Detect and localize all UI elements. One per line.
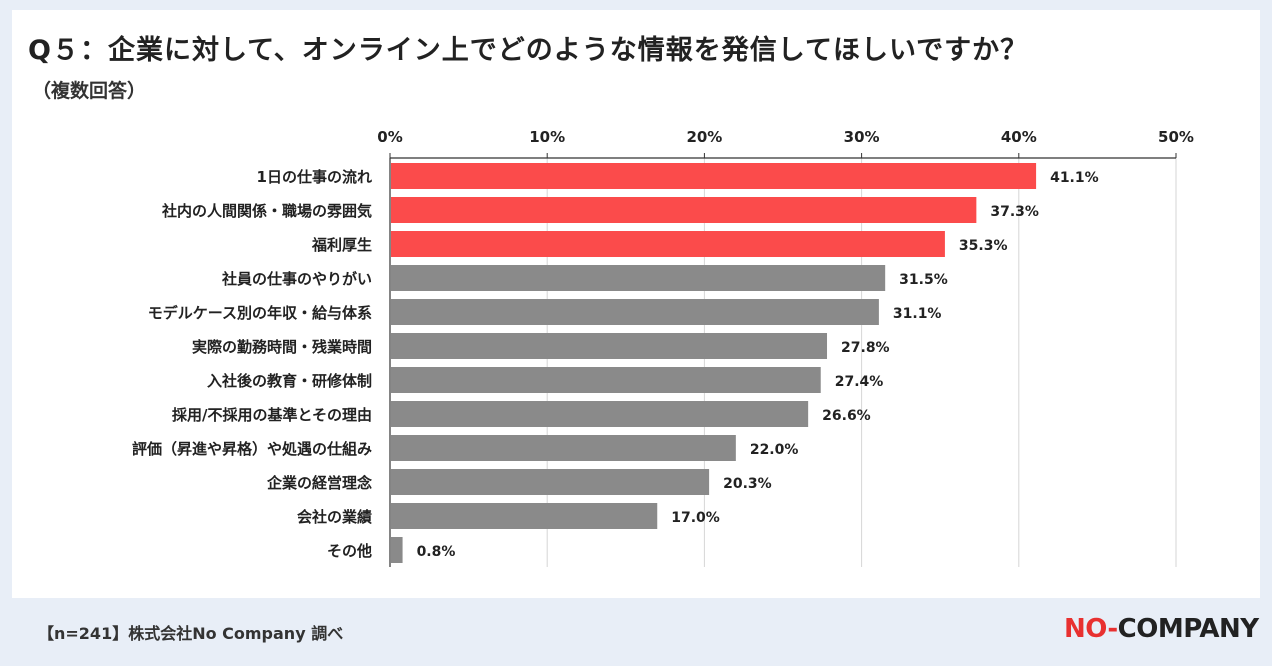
- logo-dot: -: [1107, 614, 1118, 644]
- company-logo: NO-COMPANY: [1064, 614, 1259, 644]
- bar: [391, 299, 879, 325]
- bar: [391, 503, 658, 529]
- category-label: 企業の経営理念: [266, 474, 372, 492]
- bar: [391, 401, 809, 427]
- data-label: 17.0%: [671, 510, 720, 526]
- tick-label: 10%: [529, 128, 565, 146]
- logo-part-no: NO: [1064, 614, 1108, 644]
- tick-label: 20%: [686, 128, 722, 146]
- bar: [391, 367, 821, 393]
- category-label: 評価（昇進や昇格）や処遇の仕組み: [132, 440, 372, 458]
- data-label: 22.0%: [750, 442, 799, 458]
- bar: [391, 231, 945, 257]
- bar: [391, 163, 1037, 189]
- tick-label: 30%: [844, 128, 880, 146]
- bar: [391, 197, 977, 223]
- data-label: 35.3%: [959, 238, 1008, 254]
- bar: [391, 469, 710, 495]
- bar: [391, 435, 736, 461]
- page-title: Q５：企業に対して、オンライン上でどのような情報を発信してほしいですか？: [28, 35, 1029, 66]
- bar: [391, 333, 828, 359]
- category-label: 会社の業績: [297, 508, 372, 526]
- data-label: 41.1%: [1050, 170, 1099, 186]
- data-label: 0.8%: [417, 544, 456, 560]
- category-label: 採用/不採用の基準とその理由: [172, 406, 372, 424]
- category-label: モデルケース別の年収・給与体系: [148, 304, 372, 322]
- category-label: 社内の人間関係・職場の雰囲気: [161, 202, 372, 220]
- page-subtitle: （複数回答）: [32, 80, 147, 102]
- source-note: 【n=241】株式会社No Company 調べ: [38, 624, 344, 643]
- bar: [391, 265, 886, 291]
- logo-part-company: COMPANY: [1117, 614, 1259, 644]
- data-label: 31.5%: [899, 272, 948, 288]
- data-label: 31.1%: [893, 306, 942, 322]
- category-label: その他: [327, 542, 372, 560]
- category-label: 1日の仕事の流れ: [257, 168, 372, 186]
- category-label: 入社後の教育・研修体制: [207, 372, 372, 390]
- data-label: 37.3%: [990, 204, 1039, 220]
- data-label: 27.8%: [841, 340, 890, 356]
- data-label: 27.4%: [835, 374, 884, 390]
- category-label: 実際の勤務時間・残業時間: [192, 338, 372, 356]
- bar: [391, 537, 403, 563]
- data-label: 26.6%: [822, 408, 871, 424]
- category-label: 社員の仕事のやりがい: [221, 270, 372, 288]
- data-label: 20.3%: [723, 476, 772, 492]
- tick-label: 40%: [1001, 128, 1037, 146]
- category-label: 福利厚生: [311, 236, 372, 254]
- tick-label: 50%: [1158, 128, 1194, 146]
- tick-label: 0%: [377, 128, 402, 146]
